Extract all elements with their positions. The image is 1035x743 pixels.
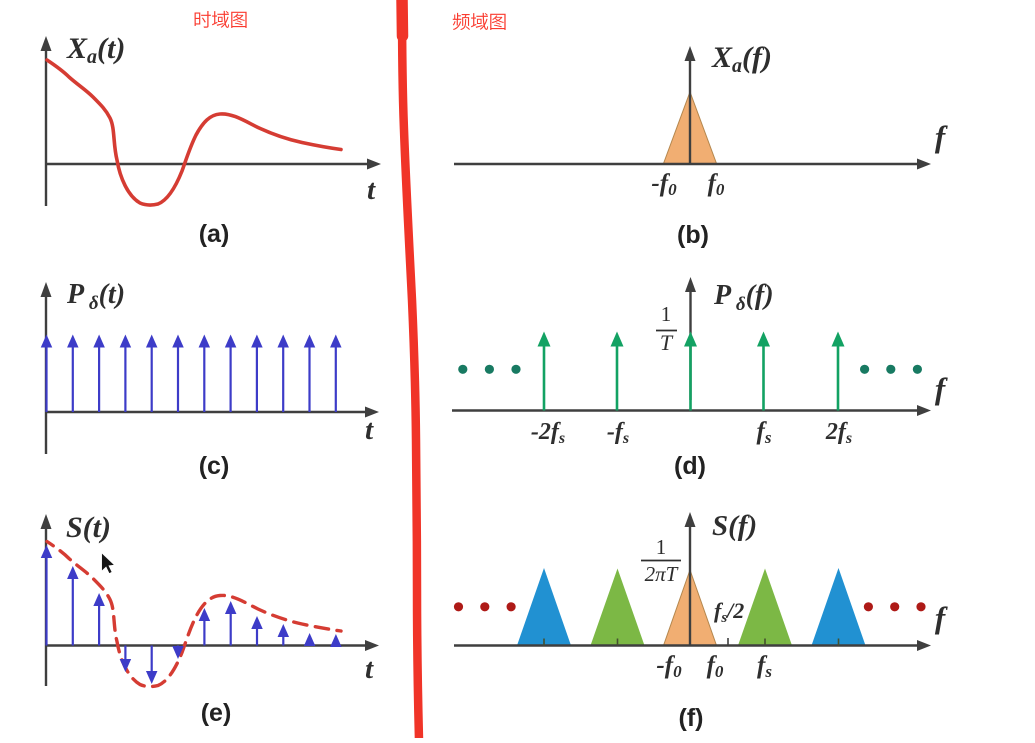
svg-text:-2fs: -2fs (531, 419, 565, 447)
svg-text:f: f (935, 600, 948, 635)
svg-text:fs/2: fs/2 (714, 598, 744, 626)
svg-text:2πT: 2πT (645, 562, 679, 586)
svg-text:(c): (c) (199, 452, 230, 480)
svg-text:f: f (935, 119, 948, 154)
svg-text:(f): (f) (679, 704, 704, 732)
svg-text:t: t (365, 414, 374, 446)
svg-text:t: t (367, 174, 376, 206)
svg-text:S(t): S(t) (66, 511, 111, 544)
svg-text:(d): (d) (674, 452, 706, 480)
svg-text:(e): (e) (201, 699, 232, 727)
svg-text:T: T (660, 330, 674, 355)
svg-text:(a): (a) (199, 220, 230, 248)
svg-text:1: 1 (656, 535, 667, 559)
svg-text:1: 1 (661, 302, 672, 326)
svg-text:t: t (365, 653, 374, 685)
svg-text:(b): (b) (677, 221, 709, 249)
svg-text:S(f): S(f) (712, 510, 757, 542)
svg-text:f: f (935, 371, 948, 406)
svg-text:Xa(f): Xa(f) (711, 41, 772, 77)
svg-text:Xa(t): Xa(t) (66, 32, 125, 68)
